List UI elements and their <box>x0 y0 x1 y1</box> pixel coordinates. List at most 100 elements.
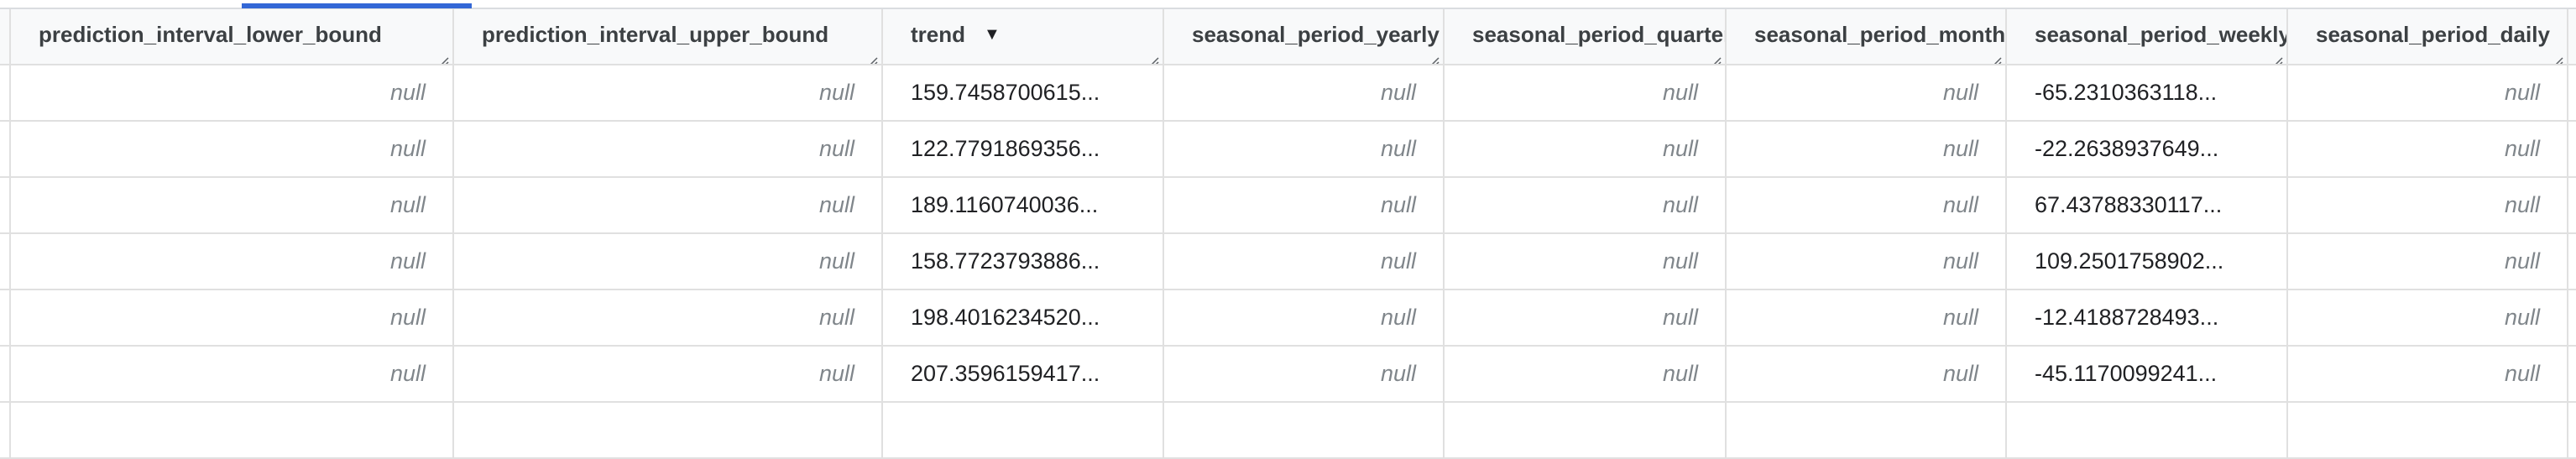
table-cell[interactable]: 198.4016234520... <box>883 290 1164 345</box>
table-cell[interactable]: 122.7791869356... <box>883 122 1164 176</box>
table-cell[interactable]: null <box>11 347 454 401</box>
column-header-seasonal-period-monthly[interactable]: seasonal_period_monthly <box>1727 9 2007 64</box>
column-resize-handle-icon[interactable] <box>437 49 449 64</box>
column-resize-handle-icon[interactable] <box>2552 49 2563 64</box>
table-cell[interactable]: null <box>1445 122 1727 176</box>
column-header-trend[interactable]: trend ▼ <box>883 9 1164 64</box>
header-overflow <box>2568 9 2576 64</box>
table-cell[interactable]: null <box>11 178 454 232</box>
table-cell[interactable]: null <box>1727 122 2007 176</box>
table-cell[interactable]: null <box>1164 122 1445 176</box>
row-overflow <box>2568 122 2576 176</box>
column-header-seasonal-period-quarterly[interactable]: seasonal_period_quarterly <box>1445 9 1727 64</box>
table-cell[interactable]: null <box>454 178 883 232</box>
column-header-label: trend <box>911 22 965 47</box>
table-cell[interactable]: null <box>454 122 883 176</box>
table-cell[interactable]: null <box>454 65 883 120</box>
table-row: null null 122.7791869356... null null null -22… <box>0 122 2576 178</box>
table-cell[interactable]: null <box>1445 234 1727 289</box>
row-number-cell <box>0 65 11 120</box>
table-cell <box>454 403 883 457</box>
table-cell[interactable]: null <box>2288 234 2568 289</box>
column-header-prediction-interval-lower-bound[interactable]: prediction_interval_lower_bound <box>11 9 454 64</box>
column-resize-handle-icon[interactable] <box>866 49 878 64</box>
column-header-label: seasonal_period_quarterly <box>1472 22 1727 47</box>
table-cell[interactable]: -65.2310363118... <box>2007 65 2288 120</box>
row-number-cell <box>0 290 11 345</box>
row-number-cell <box>0 178 11 232</box>
table-cell[interactable]: null <box>1445 65 1727 120</box>
table-cell[interactable]: null <box>1445 290 1727 345</box>
column-resize-handle-icon[interactable] <box>1428 49 1440 64</box>
row-overflow <box>2568 234 2576 289</box>
table-cell <box>1164 403 1445 457</box>
table-cell[interactable]: null <box>454 290 883 345</box>
column-resize-handle-icon[interactable] <box>1990 49 2002 64</box>
table-cell[interactable]: null <box>1727 65 2007 120</box>
table-cell[interactable]: null <box>454 347 883 401</box>
table-cell <box>11 403 454 457</box>
table-cell[interactable]: 159.7458700615... <box>883 65 1164 120</box>
table-cell[interactable]: null <box>11 234 454 289</box>
table-row: null null 198.4016234520... null null null -12… <box>0 290 2576 347</box>
column-resize-handle-icon[interactable] <box>2271 49 2283 64</box>
table-cell[interactable]: null <box>11 122 454 176</box>
table-cell[interactable]: -12.4188728493... <box>2007 290 2288 345</box>
table-cell[interactable]: null <box>1445 178 1727 232</box>
table-cell[interactable]: null <box>1727 290 2007 345</box>
table-row: null null 158.7723793886... null null null 109… <box>0 234 2576 290</box>
table-cell[interactable]: 207.3596159417... <box>883 347 1164 401</box>
table-cell[interactable]: -45.1170099241... <box>2007 347 2288 401</box>
table-cell <box>1445 403 1727 457</box>
row-overflow <box>2568 178 2576 232</box>
table-cell[interactable]: null <box>1445 347 1727 401</box>
column-header-seasonal-period-daily[interactable]: seasonal_period_daily <box>2288 9 2568 64</box>
table-cell[interactable]: null <box>2288 65 2568 120</box>
table-cell[interactable]: null <box>11 65 454 120</box>
row-overflow <box>2568 290 2576 345</box>
table-cell[interactable]: null <box>1727 178 2007 232</box>
column-resize-handle-icon[interactable] <box>1147 49 1159 64</box>
column-header-label: prediction_interval_lower_bound <box>39 22 382 47</box>
table-cell[interactable]: null <box>2288 347 2568 401</box>
table-cell <box>2288 403 2568 457</box>
table-row-partial <box>0 403 2576 459</box>
table-cell <box>2007 403 2288 457</box>
row-number-cell <box>0 234 11 289</box>
column-header-label: seasonal_period_monthly <box>1754 22 2007 47</box>
row-overflow <box>2568 347 2576 401</box>
table-cell[interactable]: null <box>1164 234 1445 289</box>
table-cell[interactable]: 67.43788330117... <box>2007 178 2288 232</box>
table-cell[interactable]: null <box>1164 290 1445 345</box>
table-cell[interactable]: null <box>454 234 883 289</box>
table-cell[interactable]: null <box>11 290 454 345</box>
table-cell[interactable]: null <box>1164 347 1445 401</box>
column-header-label: seasonal_period_weekly <box>2035 22 2288 47</box>
table-cell[interactable]: -22.2638937649... <box>2007 122 2288 176</box>
table-cell[interactable]: 109.2501758902... <box>2007 234 2288 289</box>
table-cell[interactable]: null <box>1164 65 1445 120</box>
column-header-seasonal-period-yearly[interactable]: seasonal_period_yearly <box>1164 9 1445 64</box>
column-header-prediction-interval-upper-bound[interactable]: prediction_interval_upper_bound <box>454 9 883 64</box>
tab-bar <box>0 0 2576 9</box>
table-row: null null 159.7458700615... null null null -65… <box>0 65 2576 122</box>
table-cell <box>883 403 1164 457</box>
header-row: prediction_interval_lower_bound predictio… <box>0 9 2576 65</box>
column-resize-handle-icon[interactable] <box>1710 49 1722 64</box>
sort-descending-icon[interactable]: ▼ <box>984 25 1001 44</box>
column-header-seasonal-period-weekly[interactable]: seasonal_period_weekly <box>2007 9 2288 64</box>
column-header-label: prediction_interval_upper_bound <box>482 22 829 47</box>
table-cell[interactable]: null <box>2288 122 2568 176</box>
column-header-label: seasonal_period_yearly <box>1192 22 1440 47</box>
table-row: null null 207.3596159417... null null null -45… <box>0 347 2576 403</box>
table-cell[interactable]: null <box>2288 290 2568 345</box>
table-cell[interactable]: null <box>1727 234 2007 289</box>
row-overflow <box>2568 65 2576 120</box>
table-cell[interactable]: 158.7723793886... <box>883 234 1164 289</box>
table-cell[interactable]: 189.1160740036... <box>883 178 1164 232</box>
table-cell[interactable]: null <box>1727 347 2007 401</box>
table-cell[interactable]: null <box>1164 178 1445 232</box>
table-cell[interactable]: null <box>2288 178 2568 232</box>
table-row: null null 189.1160740036... null null null 67.… <box>0 178 2576 234</box>
row-number-cell <box>0 122 11 176</box>
